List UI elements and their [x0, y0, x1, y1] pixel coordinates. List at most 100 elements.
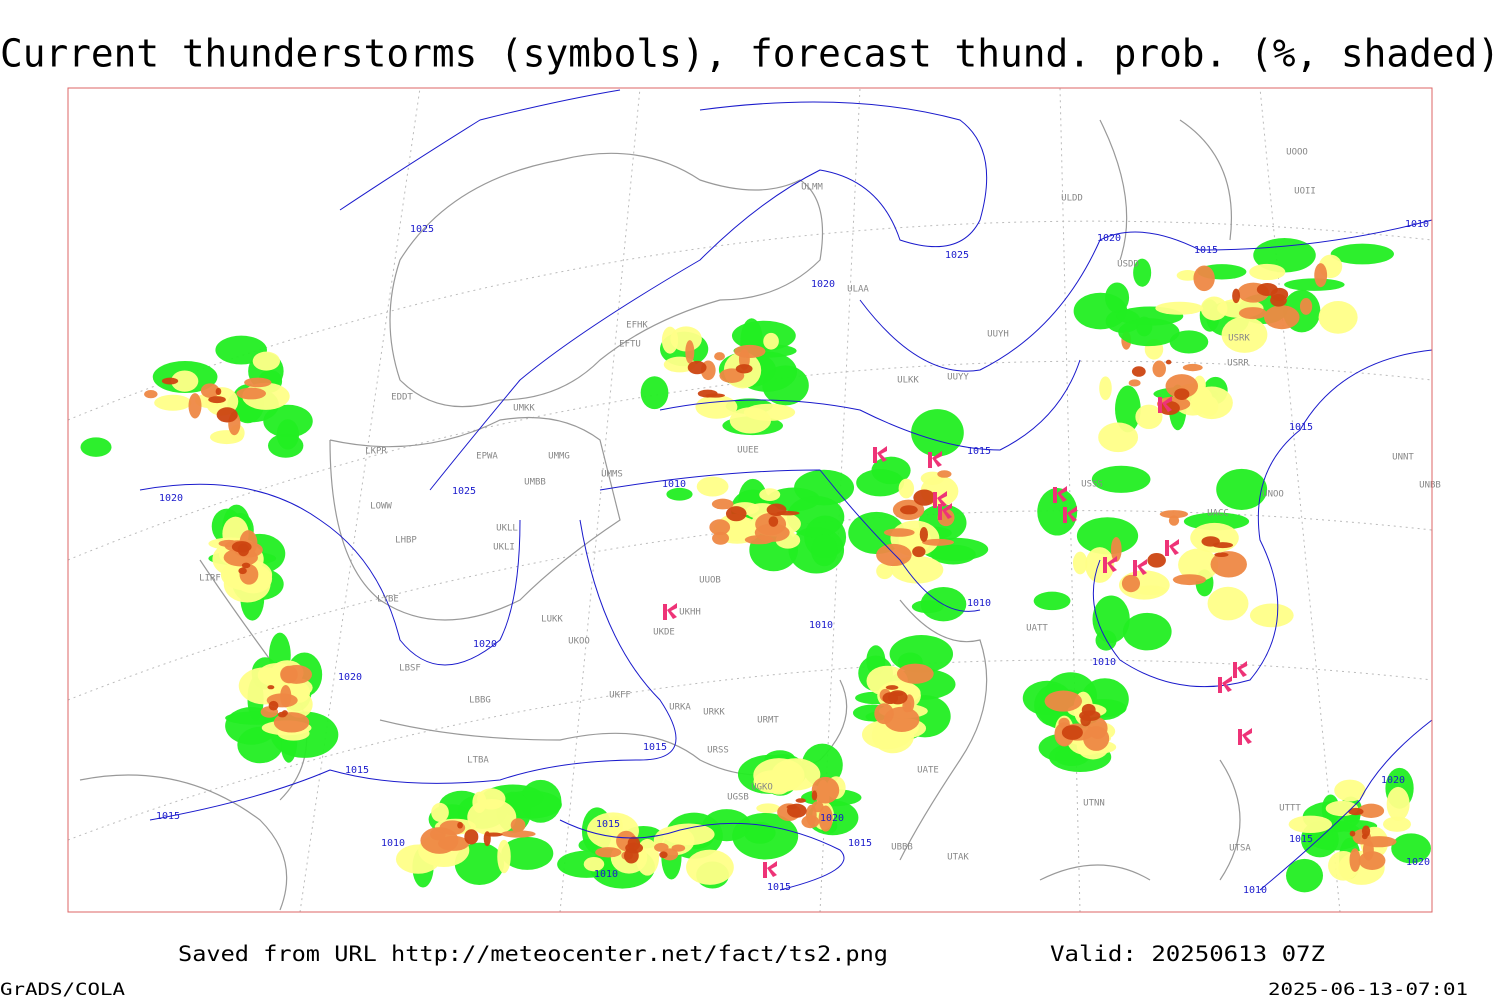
coastlines — [79, 119, 1241, 911]
probability-area — [1076, 517, 1139, 555]
thunderstorm-symbol — [928, 451, 942, 468]
probability-area — [215, 387, 222, 396]
probability-area — [237, 543, 250, 557]
probability-area — [1172, 574, 1207, 586]
probability-area — [1253, 238, 1316, 273]
station-label: LIRF — [199, 574, 221, 584]
thunderstorm-symbol — [1053, 486, 1067, 503]
station-label: LYBE — [377, 595, 399, 605]
station-label: UNOO — [1262, 490, 1284, 500]
isobar — [599, 469, 981, 612]
coastline — [1099, 119, 1233, 261]
thunderstorm-symbol — [873, 446, 887, 463]
probability-area — [763, 332, 779, 350]
isobar-label: 1010 — [967, 598, 991, 609]
probability-area — [1214, 552, 1229, 558]
probability-area — [756, 803, 781, 814]
isobar — [559, 719, 1433, 891]
probability-area — [500, 830, 536, 838]
coastline — [389, 152, 823, 408]
station-label: URKK — [703, 708, 725, 718]
station-label: UNBB — [1419, 481, 1441, 491]
isobar-label: 1010 — [594, 869, 618, 880]
station-label: UUYH — [987, 330, 1009, 340]
probability-area — [661, 326, 679, 354]
probability-area — [1391, 833, 1431, 864]
thunderstorm-symbol — [1218, 676, 1232, 693]
probability-area — [876, 543, 912, 567]
thunderstorm-symbol — [938, 503, 952, 520]
isobar-label: 1015 — [848, 838, 872, 849]
probability-area — [1105, 282, 1130, 313]
probability-area — [889, 635, 954, 673]
isobar-label: 1020 — [811, 279, 835, 290]
probability-area — [1221, 316, 1268, 353]
probability-area — [666, 487, 693, 501]
probability-area — [277, 711, 287, 718]
probability-area — [1083, 726, 1110, 751]
probability-area — [1288, 815, 1333, 833]
probability-area — [429, 828, 446, 841]
station-label: USRR — [1227, 359, 1249, 369]
station-label: UNNT — [1392, 453, 1414, 463]
probability-area — [595, 847, 622, 858]
station-label: UTTT — [1279, 804, 1301, 814]
thunderstorm-symbol — [1133, 559, 1147, 576]
probability-area — [1165, 359, 1172, 365]
probability-area — [640, 376, 669, 410]
probability-area — [801, 815, 820, 829]
station-label: LHBP — [395, 536, 417, 546]
probability-area — [1349, 848, 1361, 872]
thunderstorm-symbol — [1238, 728, 1252, 745]
valid-time: Valid: 20250613 07Z — [1050, 942, 1325, 966]
station-label: ULDD — [1061, 194, 1083, 204]
probability-area — [725, 506, 747, 522]
probability-area — [1362, 839, 1374, 861]
probability-area — [1121, 574, 1141, 593]
probability-area — [244, 377, 272, 388]
probability-area — [714, 352, 725, 361]
isobar-label: 1010 — [1243, 885, 1267, 896]
probability-area — [236, 387, 266, 400]
probability-area — [1168, 515, 1180, 526]
probability-area — [268, 433, 304, 458]
probability-area — [1155, 301, 1204, 315]
isobar-label: 1010 — [1405, 219, 1429, 230]
station-label: UMMS — [601, 470, 623, 480]
thunderstorm-symbols — [663, 396, 1252, 878]
probability-area — [882, 692, 899, 705]
probability-area — [912, 546, 926, 558]
probability-area — [913, 489, 936, 506]
isobar-label: 1010 — [381, 838, 405, 849]
probability-area — [1118, 318, 1180, 347]
probability-area — [811, 790, 818, 801]
probability-area — [431, 802, 449, 823]
isobar-label: 1015 — [156, 811, 180, 822]
probability-area — [80, 437, 112, 457]
probability-area — [1330, 243, 1394, 265]
isobar — [659, 359, 1081, 451]
probability-area — [1072, 551, 1088, 575]
isobar-label: 1015 — [767, 882, 791, 893]
probability-area — [768, 516, 779, 527]
probability-area — [1193, 265, 1215, 292]
probability-area — [729, 407, 772, 434]
isobar — [339, 89, 621, 211]
station-label: LTBA — [467, 756, 489, 766]
station-label: ULKK — [897, 376, 919, 386]
probability-area — [1190, 386, 1233, 420]
station-label: URSS — [707, 746, 729, 756]
isobar — [139, 483, 521, 666]
probability-area — [238, 567, 247, 575]
probability-area — [734, 344, 766, 358]
station-label: UUEE — [737, 446, 759, 456]
probability-area — [885, 685, 899, 690]
probability-area — [583, 856, 605, 872]
isobar-label: 1015 — [1194, 245, 1218, 256]
probability-area — [1165, 374, 1199, 399]
probability-area — [1122, 612, 1172, 651]
station-label: UKHH — [679, 608, 701, 618]
probability-area — [874, 703, 894, 725]
thunderstorm-symbol — [933, 491, 947, 508]
